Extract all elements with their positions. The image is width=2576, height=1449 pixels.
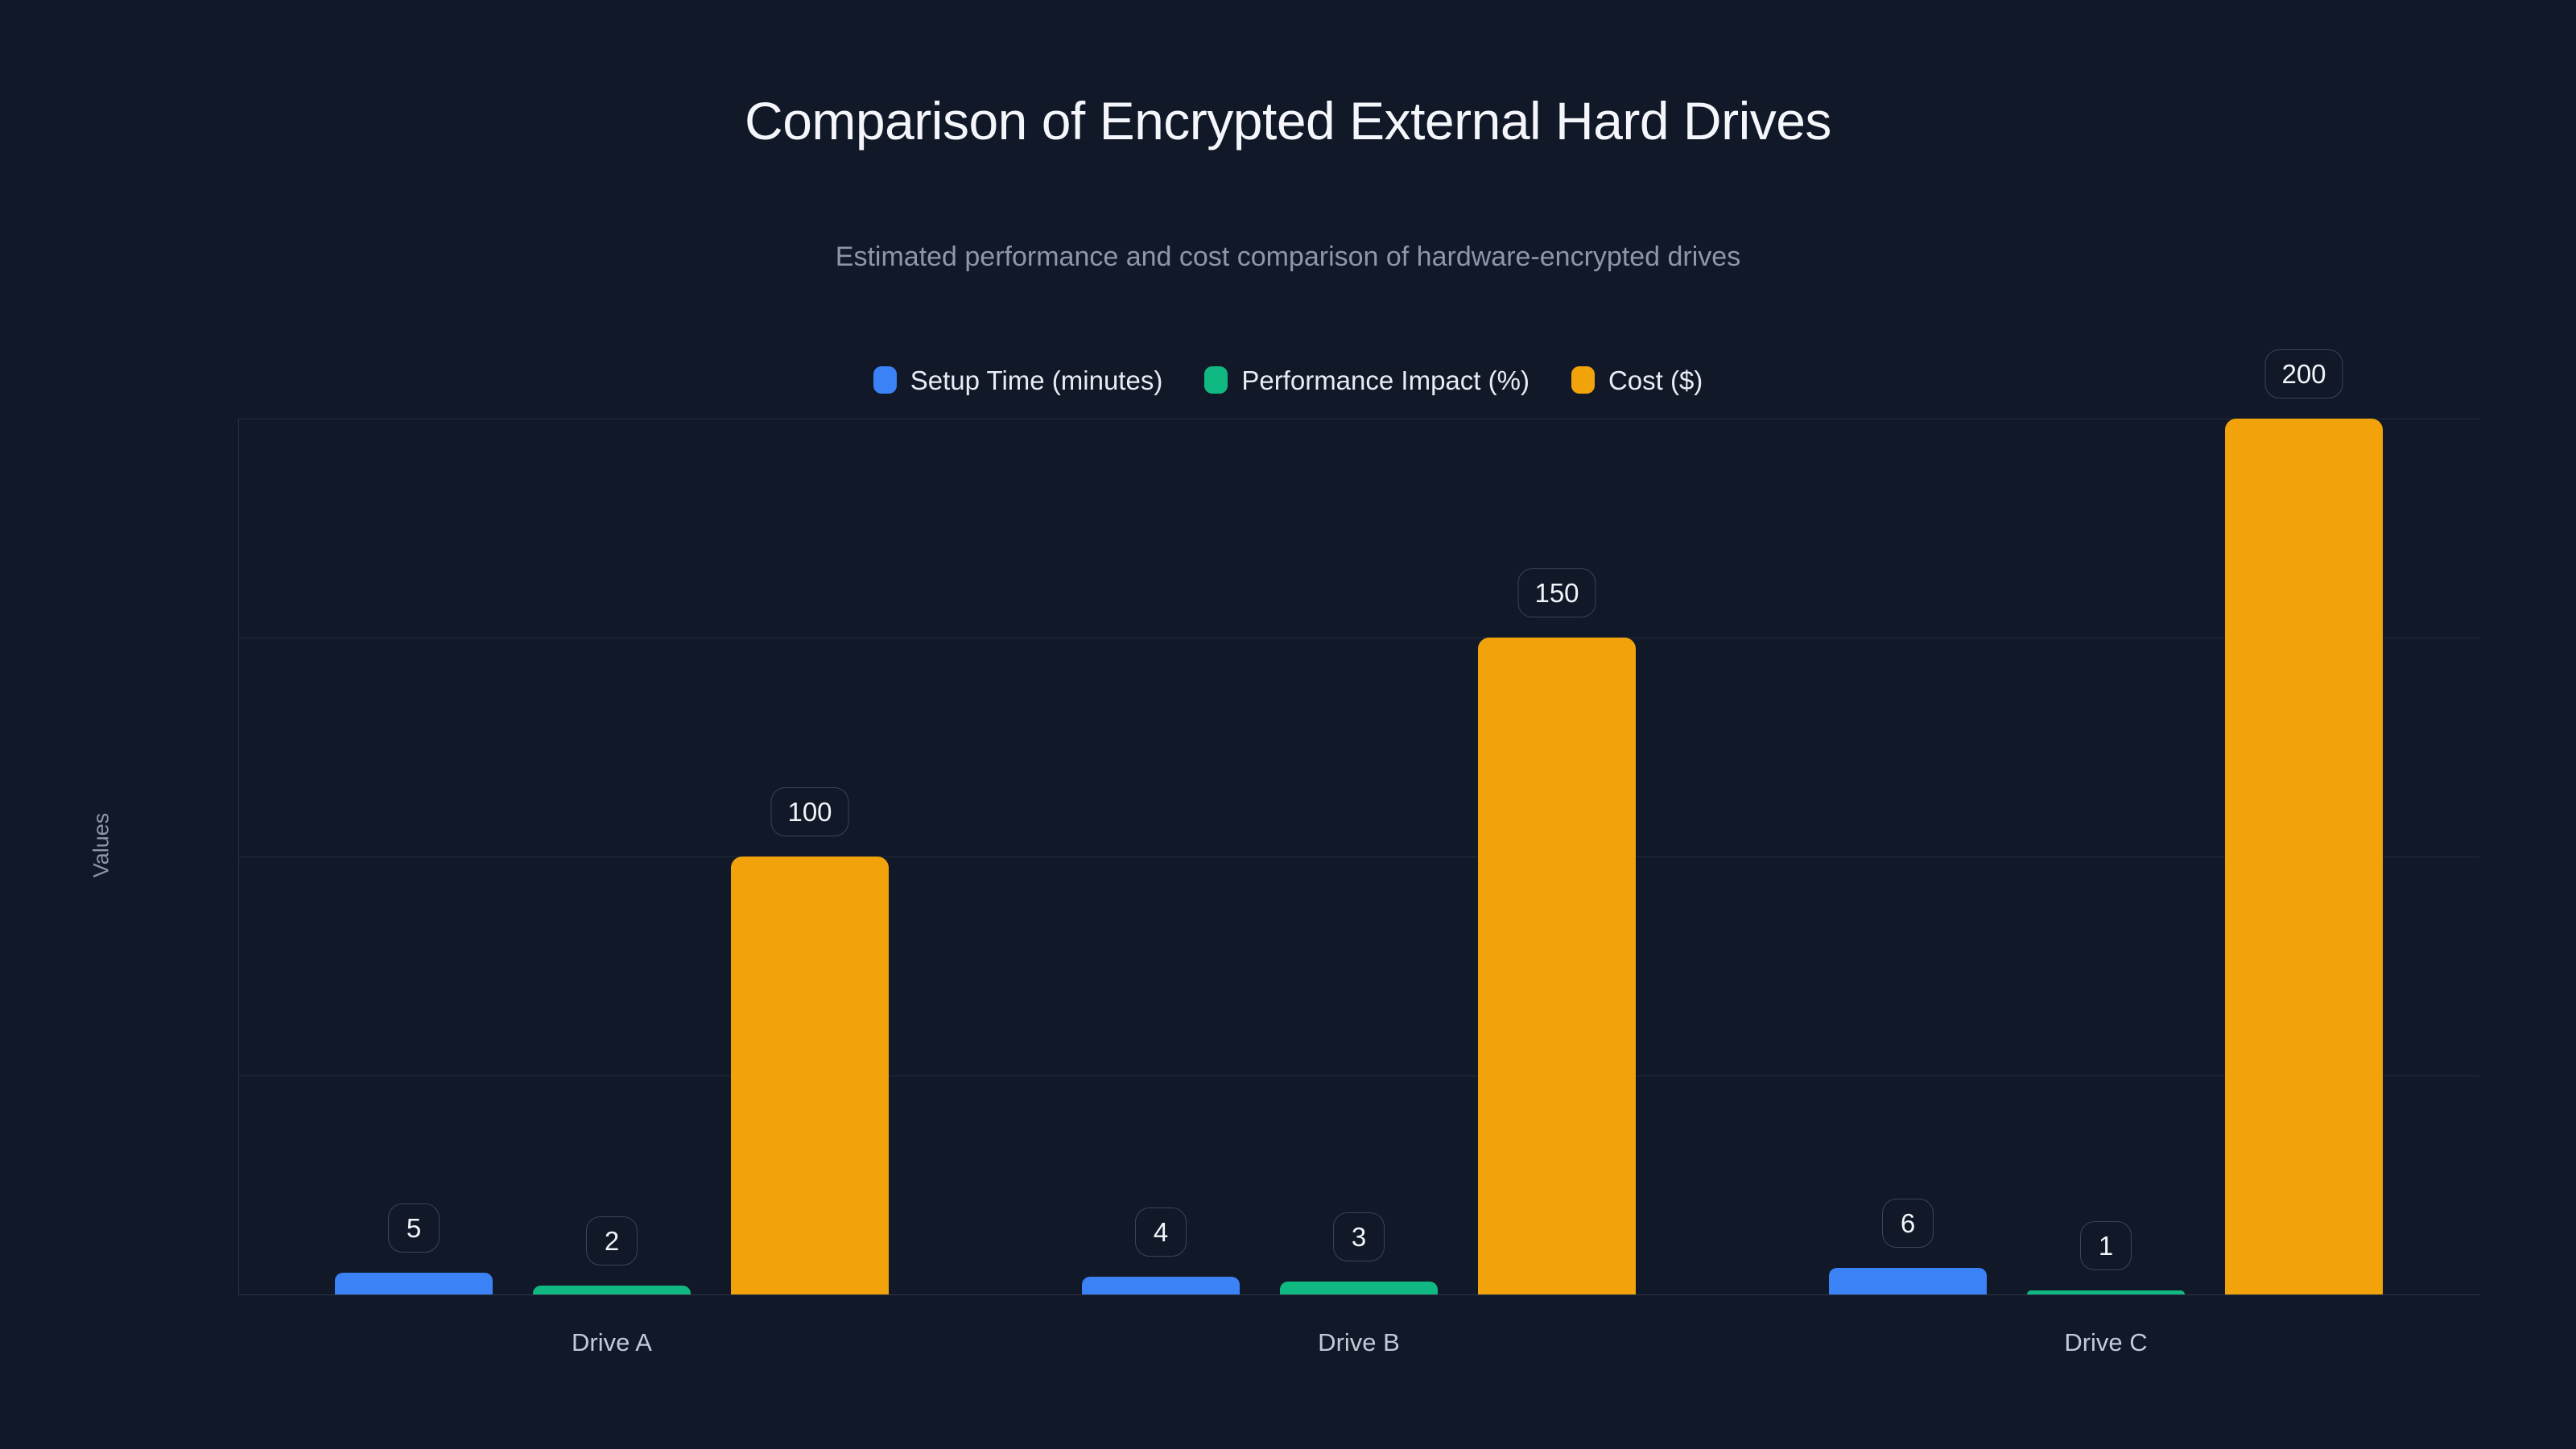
bar-value-label: 3 xyxy=(1333,1212,1385,1261)
x-axis-tick-label: Drive B xyxy=(1318,1328,1400,1356)
legend-item-label: Cost ($) xyxy=(1608,365,1703,395)
bar[interactable] xyxy=(2225,419,2383,1294)
legend-item[interactable]: Cost ($) xyxy=(1571,366,1703,394)
bar-value-label: 6 xyxy=(1882,1199,1934,1249)
gridline xyxy=(238,1075,2479,1076)
x-axis-tick-label: Drive A xyxy=(572,1328,652,1356)
x-axis-tick-label: Drive C xyxy=(2064,1328,2148,1356)
gridline xyxy=(238,1294,2479,1295)
bar-value-label: 1 xyxy=(2080,1220,2132,1270)
bar[interactable] xyxy=(533,1286,691,1294)
legend-item-label: Performance Impact (%) xyxy=(1241,365,1530,395)
bar[interactable] xyxy=(1829,1268,1987,1294)
rounded-square-swatch xyxy=(1571,366,1595,394)
rounded-square-swatch xyxy=(1204,366,1228,394)
legend-item-label: Setup Time (minutes) xyxy=(910,365,1163,395)
y-axis-title: Values xyxy=(89,812,114,878)
chart-subtitle: Estimated performance and cost compariso… xyxy=(835,242,1741,272)
bar-value-label: 5 xyxy=(388,1203,440,1253)
bar-value-label: 200 xyxy=(2264,349,2343,398)
rounded-square-swatch xyxy=(873,366,897,394)
bar[interactable] xyxy=(1280,1281,1438,1294)
bar[interactable] xyxy=(1082,1277,1240,1294)
bar-value-label: 150 xyxy=(1517,568,1596,617)
chart-legend: Setup Time (minutes) Performance Impact (… xyxy=(0,366,2576,394)
bar-value-label: 4 xyxy=(1135,1208,1187,1257)
bar-value-label: 100 xyxy=(770,787,849,836)
bar[interactable] xyxy=(335,1272,493,1294)
bar[interactable] xyxy=(731,857,889,1294)
legend-item[interactable]: Performance Impact (%) xyxy=(1204,366,1530,394)
bar[interactable] xyxy=(1478,638,1636,1294)
bar[interactable] xyxy=(2027,1290,2185,1294)
page-title: Comparison of Encrypted External Hard Dr… xyxy=(745,91,1831,151)
legend-item[interactable]: Setup Time (minutes) xyxy=(873,365,1163,395)
bar-value-label: 2 xyxy=(586,1216,638,1266)
